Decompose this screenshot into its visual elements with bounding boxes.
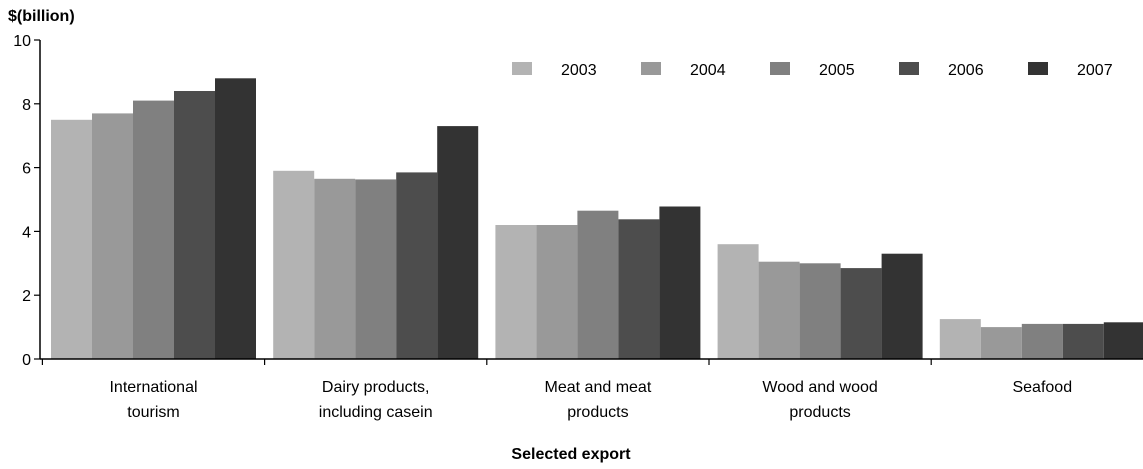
y-axis-label: $(billion)	[8, 8, 75, 25]
bar-2003-cat-3	[717, 244, 759, 359]
bar-2004-cat-0	[92, 113, 133, 360]
bar-2006-cat-0	[174, 91, 215, 359]
bars-group	[51, 78, 1143, 360]
bar-2007-cat-2	[659, 206, 701, 359]
y-tick-label: 10	[13, 33, 31, 50]
y-ticks-group: 0 2 4 6 8 10	[13, 33, 40, 369]
x-category-label: Dairy products, including casein	[319, 379, 433, 421]
bar-2004-cat-4	[980, 327, 1022, 359]
bar-2004-cat-2	[536, 225, 578, 359]
legend-label-2005: 2005	[819, 62, 855, 79]
legend-swatch-2005	[770, 62, 790, 75]
bar-2007-cat-3	[881, 253, 923, 359]
legend-label-2007: 2007	[1077, 62, 1113, 79]
bar-2007-cat-1	[437, 126, 479, 359]
x-category-label: Meat and meat products	[545, 379, 652, 421]
legend-label-2006: 2006	[948, 62, 984, 79]
legend-swatch-2007	[1028, 62, 1048, 75]
y-tick-label: 6	[22, 161, 31, 178]
legend-label-2003: 2003	[561, 62, 597, 79]
bar-2005-cat-1	[355, 179, 397, 359]
bar-2003-cat-4	[939, 319, 981, 359]
legend-swatch-2006	[899, 62, 919, 75]
x-category-labels: International tourism Dairy products, inclu…	[41, 359, 1072, 421]
bar-2006-cat-1	[396, 172, 438, 359]
y-tick-label: 4	[22, 224, 31, 241]
bar-2006-cat-2	[618, 219, 660, 359]
bar-2003-cat-1	[273, 170, 315, 359]
bar-2004-cat-3	[758, 261, 800, 359]
legend-swatch-2004	[641, 62, 661, 75]
legend-label-2004: 2004	[690, 62, 726, 79]
bar-2006-cat-3	[840, 268, 882, 359]
x-category-label: International tourism	[109, 379, 197, 421]
bar-2003-cat-2	[495, 225, 537, 359]
y-tick-label: 8	[22, 97, 31, 114]
bar-2007-cat-0	[215, 78, 256, 360]
y-tick-label: 0	[22, 352, 31, 369]
x-category-label: Seafood	[1012, 379, 1072, 396]
bar-2005-cat-0	[133, 100, 174, 359]
x-category-label: Wood and wood products	[762, 379, 877, 421]
legend: 2003 2004 2005 2006 2007	[512, 62, 1113, 79]
bar-2006-cat-4	[1062, 323, 1104, 359]
bar-2005-cat-2	[577, 210, 619, 359]
bar-2007-cat-4	[1103, 322, 1143, 359]
bar-2005-cat-4	[1021, 323, 1063, 359]
axes-group	[39, 40, 1143, 360]
legend-swatch-2003	[512, 62, 532, 75]
y-tick-label: 2	[22, 288, 31, 305]
bar-2005-cat-3	[799, 263, 841, 359]
bar-2004-cat-1	[314, 178, 356, 359]
x-axis-label: Selected export	[511, 446, 631, 463]
bar-2003-cat-0	[51, 119, 92, 360]
